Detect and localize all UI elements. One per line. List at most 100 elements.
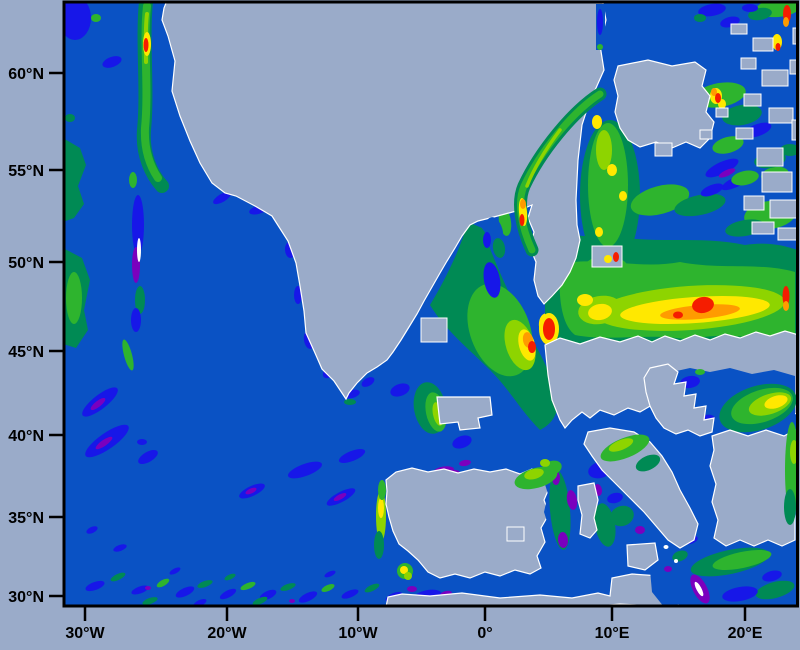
streak xyxy=(287,461,323,479)
streak xyxy=(219,588,237,600)
right-edge-strip xyxy=(790,440,798,464)
channel-hot xyxy=(519,214,525,226)
norway-band xyxy=(596,130,612,170)
patch xyxy=(452,435,472,449)
tyrrhenian xyxy=(635,526,645,534)
bay-sea xyxy=(764,395,788,409)
islet xyxy=(740,57,757,70)
coast-dash xyxy=(213,191,231,205)
streak xyxy=(175,586,195,598)
y-tick-label-2: 50°N xyxy=(8,255,44,272)
right-edge-strip xyxy=(784,489,796,525)
ne-corner xyxy=(775,43,781,51)
ligurian-green xyxy=(608,438,634,452)
islet xyxy=(777,227,798,241)
hotspot xyxy=(143,38,149,52)
inlet xyxy=(483,232,491,248)
streak xyxy=(298,591,318,603)
streak xyxy=(113,544,127,552)
axis-frame: 30°W 20°W 10°W 0° 10°E 20°E 60°N 55°N 50°N 45°N 40… xyxy=(8,0,799,642)
ne-corner xyxy=(712,136,744,154)
map-layers xyxy=(64,2,798,606)
ne-corner xyxy=(715,93,721,103)
land-block xyxy=(436,396,493,431)
hotspot xyxy=(607,164,617,176)
tyrrhenian xyxy=(607,492,623,504)
islet xyxy=(769,199,798,219)
streak xyxy=(324,570,336,578)
se-sea xyxy=(722,586,758,602)
edge-green-core xyxy=(66,272,82,324)
streak-col xyxy=(132,195,144,255)
patch xyxy=(65,114,75,122)
islet xyxy=(743,93,762,107)
wedge-hot xyxy=(528,341,536,353)
fjord xyxy=(597,9,603,35)
streak xyxy=(169,567,181,575)
patch xyxy=(390,383,410,397)
islet xyxy=(789,59,798,75)
y-tick-label-1: 55°N xyxy=(8,163,44,180)
hotspot xyxy=(619,191,627,201)
lion-arc xyxy=(524,468,544,480)
coast-dash xyxy=(294,286,302,304)
streak xyxy=(145,586,151,590)
ne-corner xyxy=(700,183,724,197)
streak-col xyxy=(135,286,145,314)
streak xyxy=(338,449,366,463)
x-tick-label-4: 10°E xyxy=(595,625,630,642)
channel-hot xyxy=(520,199,526,209)
islet xyxy=(743,195,765,211)
streak xyxy=(131,585,149,595)
ne-corner xyxy=(711,88,717,96)
basin-band xyxy=(673,311,683,319)
ne-corner xyxy=(731,170,759,186)
basin-band xyxy=(577,294,593,306)
streak xyxy=(341,589,359,599)
streak xyxy=(138,450,158,464)
islet xyxy=(752,37,774,52)
islet xyxy=(761,171,793,193)
streak xyxy=(224,573,236,581)
se-sea xyxy=(762,570,782,582)
island-hot xyxy=(604,255,612,263)
gulf-sea xyxy=(594,503,616,547)
streak xyxy=(252,596,268,606)
basin-north xyxy=(705,158,739,178)
gulf-sea xyxy=(540,459,550,467)
patch xyxy=(407,586,417,592)
basin-band xyxy=(692,296,714,314)
streak xyxy=(86,526,98,534)
x-tick-label-3: 0° xyxy=(477,625,492,642)
hotspot xyxy=(592,115,602,129)
se-sea xyxy=(663,545,669,549)
streak xyxy=(95,436,113,450)
coast-dash xyxy=(344,399,356,405)
streak-col xyxy=(137,238,141,262)
iberia-strip xyxy=(374,531,384,559)
gulf-sea xyxy=(566,490,578,510)
land-sicily xyxy=(626,542,659,571)
island xyxy=(506,526,525,542)
y-tick-label-5: 35°N xyxy=(8,510,44,527)
edge-dash xyxy=(783,301,789,311)
ne-corner xyxy=(698,3,726,17)
streak xyxy=(240,581,256,591)
land-main xyxy=(161,2,607,401)
y-tick-label-3: 45°N xyxy=(8,344,44,361)
islet xyxy=(756,147,784,167)
tyrrhenian xyxy=(610,505,634,527)
se-sea xyxy=(694,581,704,597)
streak-col xyxy=(131,308,141,332)
y-tick-label-0: 60°N xyxy=(8,66,44,83)
streak xyxy=(137,439,147,445)
basin-north xyxy=(780,144,798,156)
basin-north xyxy=(674,193,726,217)
land-bay-peninsula xyxy=(643,363,715,437)
streak xyxy=(156,578,170,588)
streak xyxy=(110,572,126,582)
gulf-sea xyxy=(557,532,569,548)
islet xyxy=(715,107,729,118)
islet xyxy=(730,23,748,35)
